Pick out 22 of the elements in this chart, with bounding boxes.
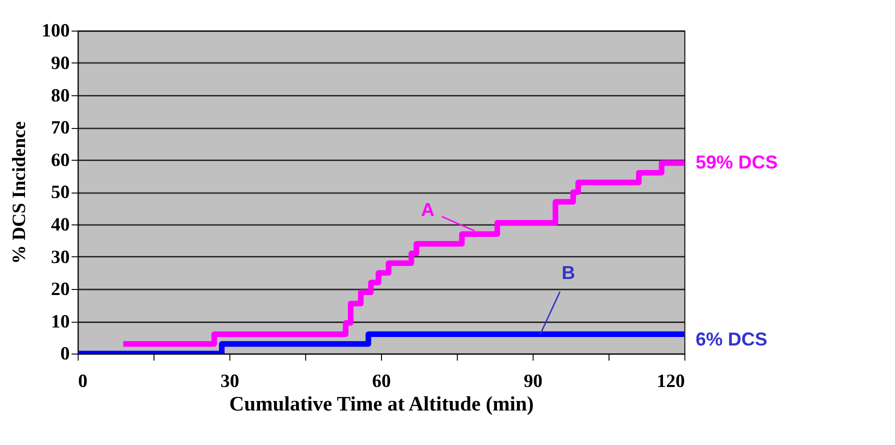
x-tick-label: 60 <box>372 370 391 392</box>
x-axis-title: Cumulative Time at Altitude (min) <box>229 393 534 416</box>
x-tick-label: 30 <box>220 370 240 392</box>
annotation: A <box>420 198 435 220</box>
y-tick-label: 90 <box>51 53 70 74</box>
y-tick-label: 20 <box>51 279 70 300</box>
x-tick-label: 120 <box>656 370 685 392</box>
x-tick-label: 0 <box>78 370 88 392</box>
y-tick-label: 30 <box>51 246 70 268</box>
y-tick-label: 100 <box>42 20 70 42</box>
y-tick-label: 50 <box>51 182 70 204</box>
x-tick-label: 90 <box>524 370 543 392</box>
y-tick-label: 10 <box>51 311 70 332</box>
y-axis-title: % DCS Incidence <box>8 121 30 264</box>
annotation: B <box>562 262 576 284</box>
y-tick-label: 0 <box>60 344 70 365</box>
annotation: 6% DCS <box>696 328 768 350</box>
annotation: 59% DCS <box>696 152 778 173</box>
y-tick-label: 70 <box>51 118 70 139</box>
y-tick-label: 60 <box>51 150 70 171</box>
y-tick-label: 40 <box>51 214 70 236</box>
y-tick-label: 80 <box>51 85 70 106</box>
